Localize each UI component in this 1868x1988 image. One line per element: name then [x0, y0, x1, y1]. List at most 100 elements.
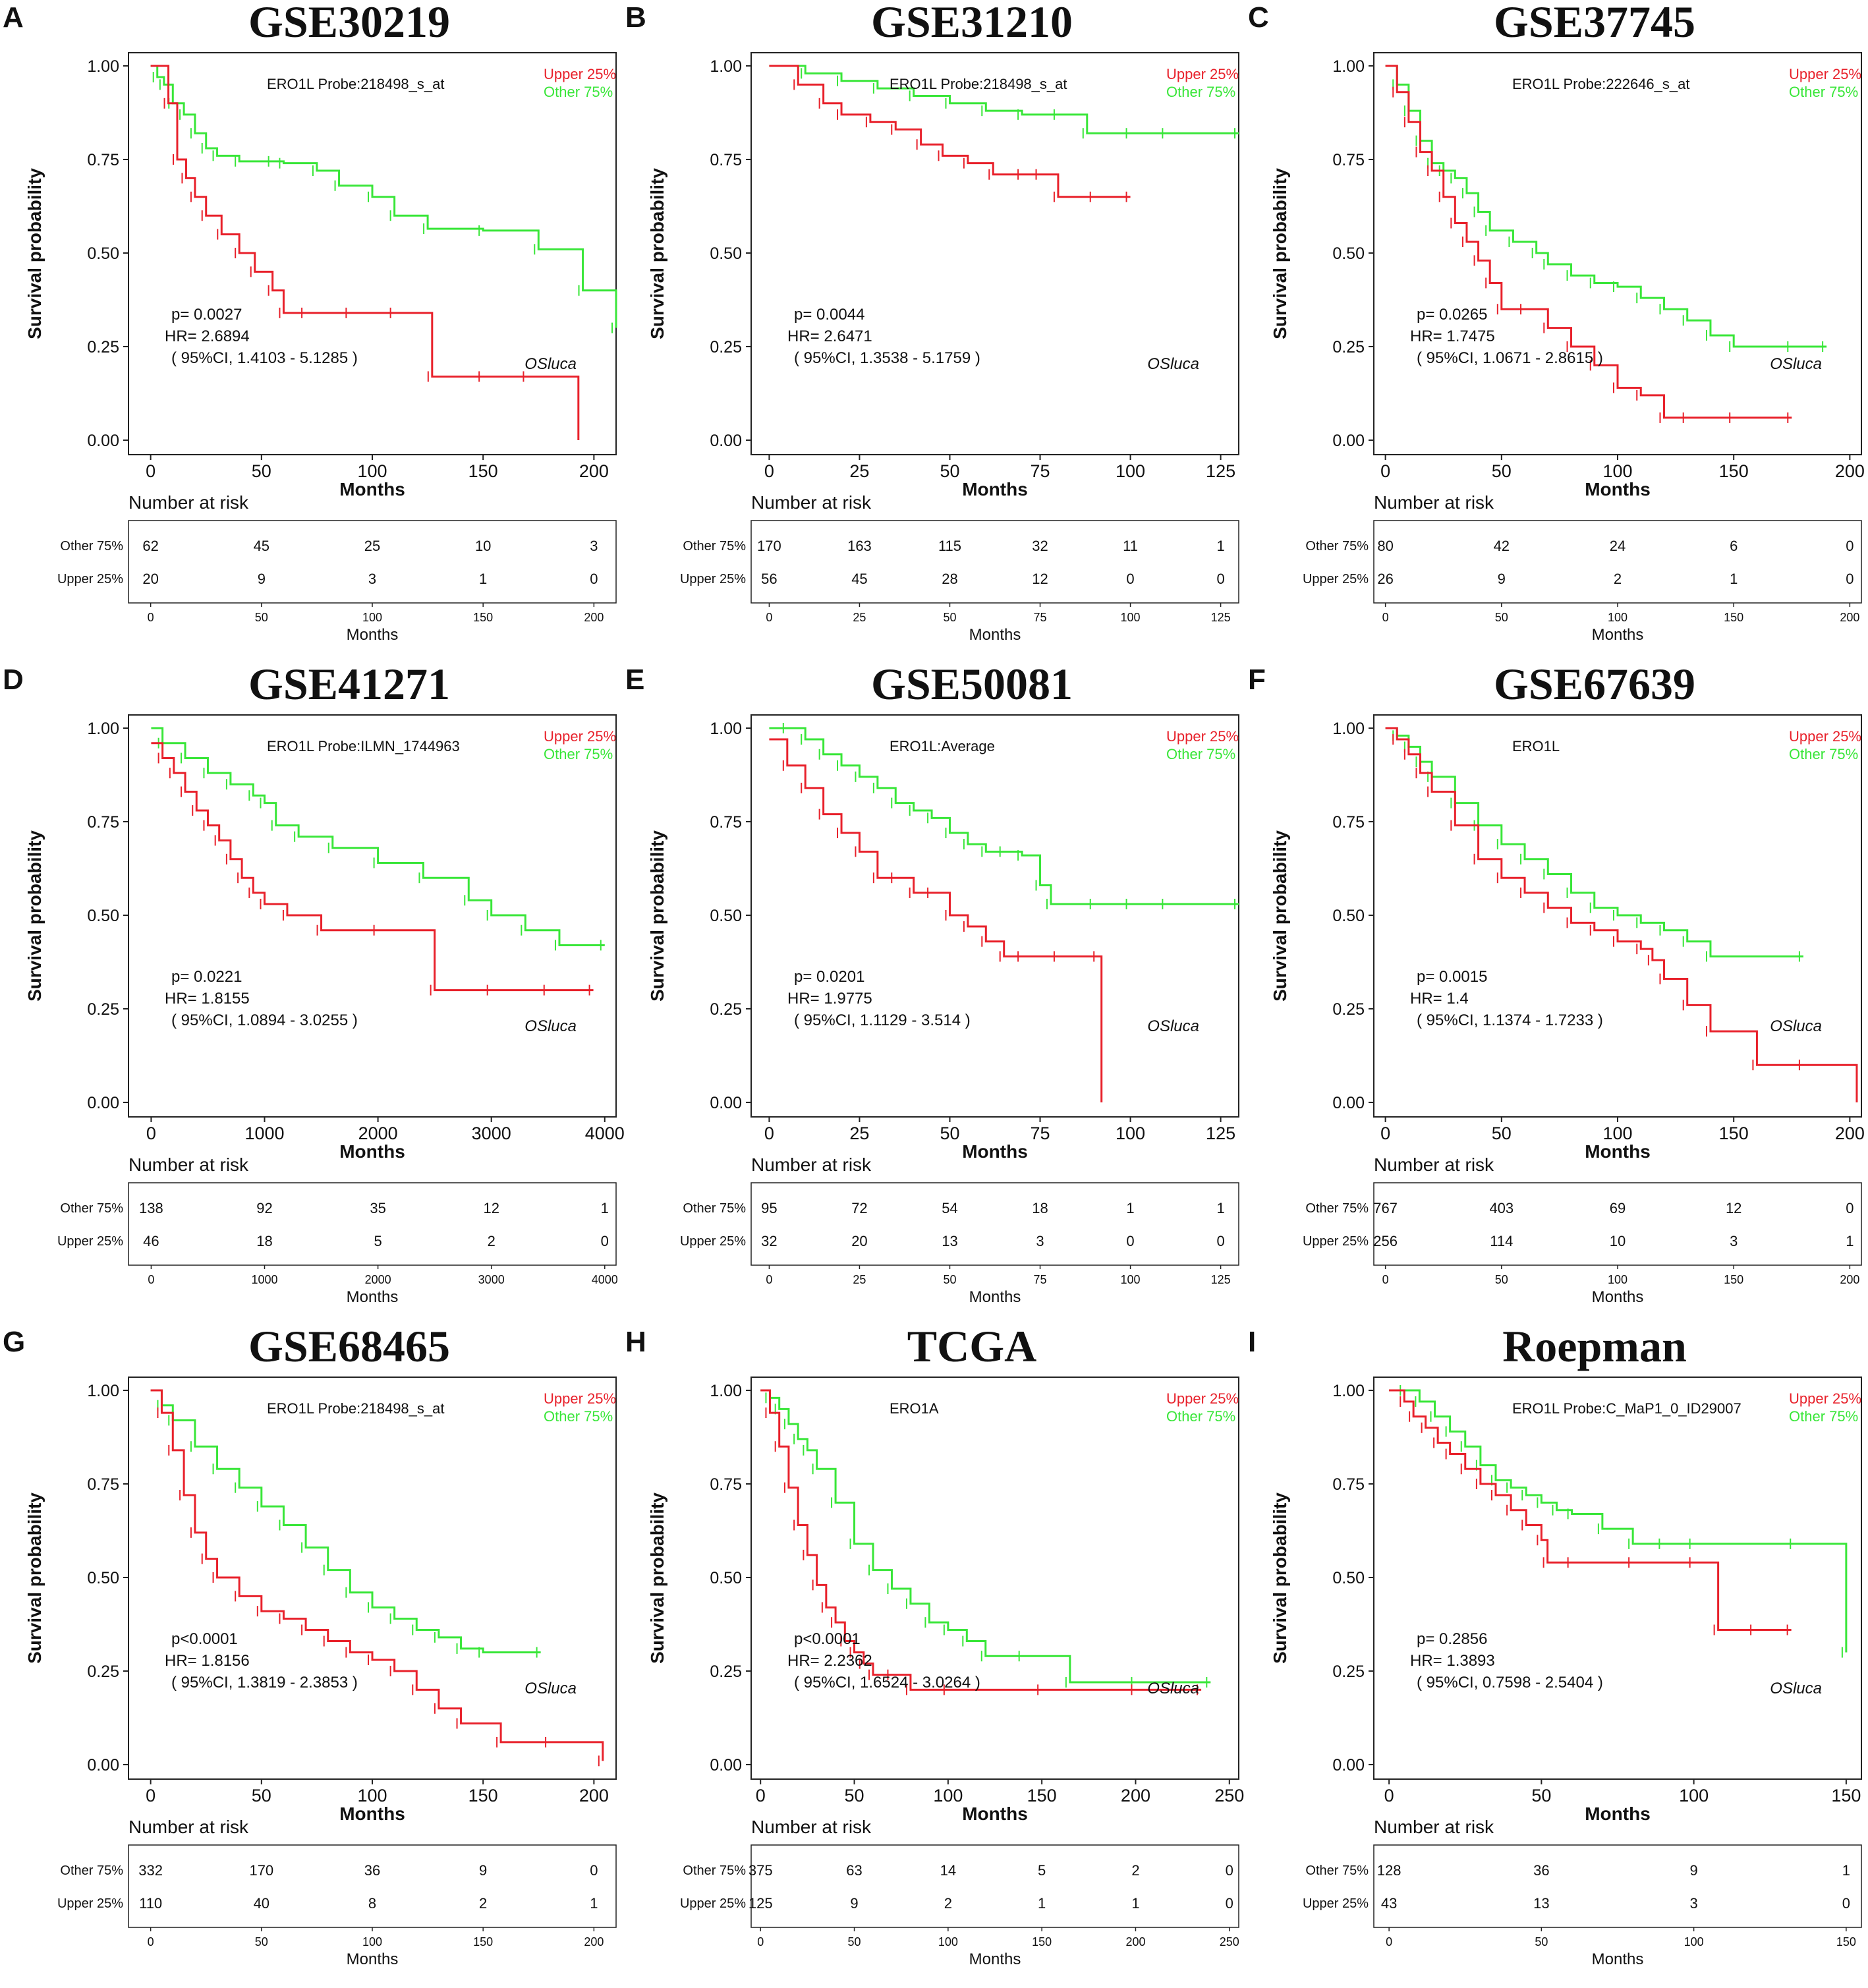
y-tick-label: 0.50: [1332, 1569, 1365, 1587]
risk-count-upper: 46: [143, 1233, 159, 1249]
risk-count-other: 32: [1032, 538, 1048, 554]
osluca-label: OSluca: [1147, 1017, 1199, 1035]
risk-count-upper: 8: [368, 1895, 376, 1912]
x-tick-label: 200: [1121, 1786, 1150, 1805]
x-tick-label: 75: [1030, 1123, 1050, 1143]
curve-other-75: [1389, 1389, 1848, 1653]
risk-x-tick-label: 75: [1034, 1273, 1047, 1286]
x-tick-label: 100: [1602, 461, 1632, 481]
x-tick-label: 100: [357, 1786, 387, 1805]
risk-count-other: 767: [1373, 1200, 1398, 1216]
risk-x-tick-label: 100: [1121, 611, 1141, 624]
x-tick-label: 100: [1116, 461, 1145, 481]
risk-count-upper: 1: [1846, 1233, 1854, 1249]
confidence-interval: ( 95%CI, 0.7598 - 2.5404 ): [1417, 1674, 1603, 1691]
risk-count-other: 6: [1730, 538, 1738, 554]
y-tick-label: 0.75: [87, 813, 119, 832]
risk-count-upper: 1: [590, 1895, 598, 1912]
curve-upper-25: [1385, 727, 1858, 1102]
risk-x-tick-label: 0: [1386, 1935, 1392, 1948]
plot-frame: [750, 1377, 1239, 1780]
risk-frame: [128, 520, 617, 604]
curve-other-75: [769, 727, 1239, 905]
x-axis-title: Months: [1585, 1141, 1651, 1162]
risk-x-axis-title: Months: [347, 1950, 399, 1968]
y-tick-label: 0.50: [1332, 244, 1365, 263]
risk-row-label-upper: Upper 25%: [57, 1234, 123, 1249]
risk-count-upper: 9: [258, 571, 266, 587]
risk-x-tick-label: 50: [943, 611, 956, 624]
probe-label: ERO1L Probe:218498_s_at: [267, 1400, 445, 1417]
plot-frame: [128, 52, 617, 455]
curve-other-75: [769, 65, 1239, 134]
legend-other: Other 75%: [1166, 746, 1235, 762]
y-tick-label: 0.50: [87, 907, 119, 925]
risk-count-upper: 0: [601, 1233, 609, 1249]
p-value: p= 0.0265: [1417, 306, 1487, 324]
y-tick-label: 1.00: [1332, 720, 1365, 738]
chart-title: GSE37745: [1493, 0, 1696, 47]
risk-count-other: 72: [851, 1200, 867, 1216]
risk-count-upper: 2: [488, 1233, 495, 1249]
x-tick-label: 0: [1380, 461, 1390, 481]
y-axis-title: Survival probability: [24, 830, 45, 1002]
risk-count-other: 24: [1610, 538, 1626, 554]
y-tick-label: 0.00: [87, 1756, 119, 1775]
risk-x-tick-label: 100: [1608, 1273, 1627, 1286]
y-tick-label: 0.00: [710, 1094, 742, 1112]
risk-header: Number at risk: [128, 1817, 249, 1837]
risk-count-upper: 3: [1036, 1233, 1044, 1249]
risk-count-other: 14: [940, 1862, 956, 1879]
legend-upper: Upper 25%: [1166, 66, 1239, 82]
legend-other: Other 75%: [544, 746, 613, 762]
risk-row-label-other: Other 75%: [60, 1863, 123, 1878]
x-tick-label: 100: [357, 461, 387, 481]
risk-header: Number at risk: [128, 1154, 249, 1175]
risk-count-other: 1: [601, 1200, 609, 1216]
x-tick-label: 100: [1679, 1786, 1709, 1805]
risk-x-tick-label: 50: [943, 1273, 956, 1286]
risk-count-upper: 28: [942, 571, 957, 587]
risk-count-other: 163: [847, 538, 872, 554]
risk-x-tick-label: 0: [766, 611, 772, 624]
x-tick-label: 125: [1206, 1123, 1235, 1143]
risk-x-tick-label: 250: [1220, 1935, 1239, 1948]
curve-other-75: [150, 65, 617, 328]
x-tick-label: 50: [1492, 461, 1512, 481]
osluca-label: OSluca: [524, 355, 577, 373]
p-value: p= 0.0201: [794, 968, 864, 986]
hazard-ratio: HR= 1.4: [1410, 990, 1469, 1008]
confidence-interval: ( 95%CI, 1.1129 - 3.514 ): [794, 1011, 971, 1029]
x-tick-label: 150: [1719, 1123, 1749, 1143]
confidence-interval: ( 95%CI, 1.0671 - 2.8615 ): [1417, 349, 1603, 367]
osluca-label: OSluca: [524, 1680, 577, 1697]
risk-count-other: 0: [1846, 1200, 1854, 1216]
y-axis-title: Survival probability: [647, 830, 667, 1002]
risk-header: Number at risk: [751, 1154, 872, 1175]
y-tick-label: 0.50: [87, 1569, 119, 1587]
risk-count-upper: 3: [1730, 1233, 1738, 1249]
risk-header: Number at risk: [751, 492, 872, 513]
risk-x-tick-label: 150: [1724, 611, 1743, 624]
hazard-ratio: HR= 1.9775: [787, 990, 872, 1008]
plot-frame: [750, 52, 1239, 455]
x-axis-title: Months: [1585, 1803, 1651, 1824]
hazard-ratio: HR= 1.8155: [165, 990, 250, 1008]
risk-row-label-other: Other 75%: [683, 1201, 746, 1216]
y-tick-label: 0.25: [710, 1000, 742, 1019]
legend-upper: Upper 25%: [544, 728, 616, 745]
x-tick-label: 50: [1531, 1786, 1551, 1805]
risk-x-tick-label: 50: [1495, 611, 1508, 624]
risk-x-tick-label: 100: [1121, 1273, 1141, 1286]
risk-row-label-upper: Upper 25%: [57, 1896, 123, 1911]
probe-label: ERO1L Probe:218498_s_at: [267, 76, 445, 92]
risk-count-other: 1: [1216, 538, 1224, 554]
y-tick-label: 0.25: [1332, 1000, 1365, 1019]
x-tick-label: 100: [933, 1786, 963, 1805]
y-tick-label: 0.75: [1332, 151, 1365, 169]
risk-count-upper: 40: [254, 1895, 269, 1912]
risk-count-other: 332: [138, 1862, 163, 1879]
plot-frame: [128, 714, 617, 1118]
y-tick-label: 0.75: [710, 1475, 742, 1494]
risk-count-upper: 26: [1377, 571, 1393, 587]
